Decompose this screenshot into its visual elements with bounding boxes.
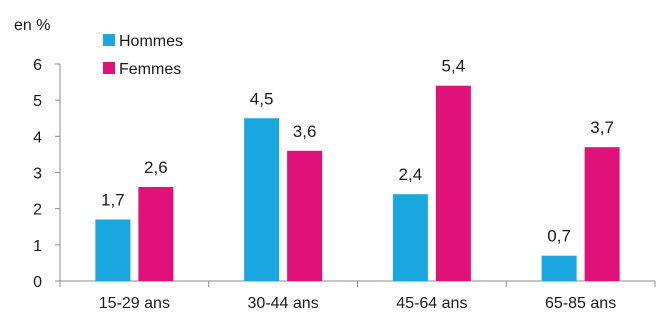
y-tick-label: 5 — [33, 93, 42, 110]
y-tick-label: 6 — [33, 57, 42, 74]
bar-hommes — [541, 255, 577, 281]
bar-femmes — [584, 147, 620, 281]
x-tick-label: 45-64 ans — [396, 295, 467, 312]
data-label: 3,6 — [293, 122, 317, 141]
y-tick-label: 3 — [33, 166, 42, 183]
legend: Hommes Femmes — [103, 33, 183, 78]
data-label: 4,5 — [250, 89, 274, 108]
y-tick-label: 2 — [33, 202, 42, 219]
data-labels: 1,7 2,6 4,5 3,6 2,4 5,4 0,7 3,7 — [101, 57, 614, 246]
data-label: 1,7 — [101, 191, 125, 210]
data-label: 0,7 — [547, 227, 571, 246]
x-tick-label: 65-85 ans — [545, 295, 616, 312]
legend-label-hommes: Hommes — [119, 33, 183, 50]
legend-label-femmes: Femmes — [119, 61, 181, 78]
x-axis: 15-29 ans 30-44 ans 45-64 ans 65-85 ans — [59, 280, 656, 312]
data-label: 5,4 — [442, 57, 466, 76]
x-tick-label: 30-44 ans — [248, 295, 319, 312]
bar-femmes — [287, 150, 323, 281]
legend-swatch-femmes — [103, 62, 115, 74]
bar-hommes — [95, 219, 131, 281]
bar-hommes — [392, 194, 428, 281]
data-label: 2,6 — [144, 158, 168, 177]
bar-femmes — [435, 85, 471, 281]
data-label: 2,4 — [399, 165, 423, 184]
data-label: 3,7 — [590, 118, 614, 137]
bar-hommes — [244, 118, 280, 281]
y-tick-label: 0 — [33, 274, 42, 291]
bar-femmes — [138, 186, 174, 281]
y-axis-unit-label: en % — [14, 17, 50, 34]
bars — [95, 85, 620, 281]
y-tick-label: 1 — [33, 238, 42, 255]
x-tick-label: 15-29 ans — [99, 295, 170, 312]
legend-swatch-hommes — [103, 34, 115, 46]
y-tick-label: 4 — [33, 129, 42, 146]
y-axis: 0 1 2 3 4 5 6 — [33, 57, 61, 291]
